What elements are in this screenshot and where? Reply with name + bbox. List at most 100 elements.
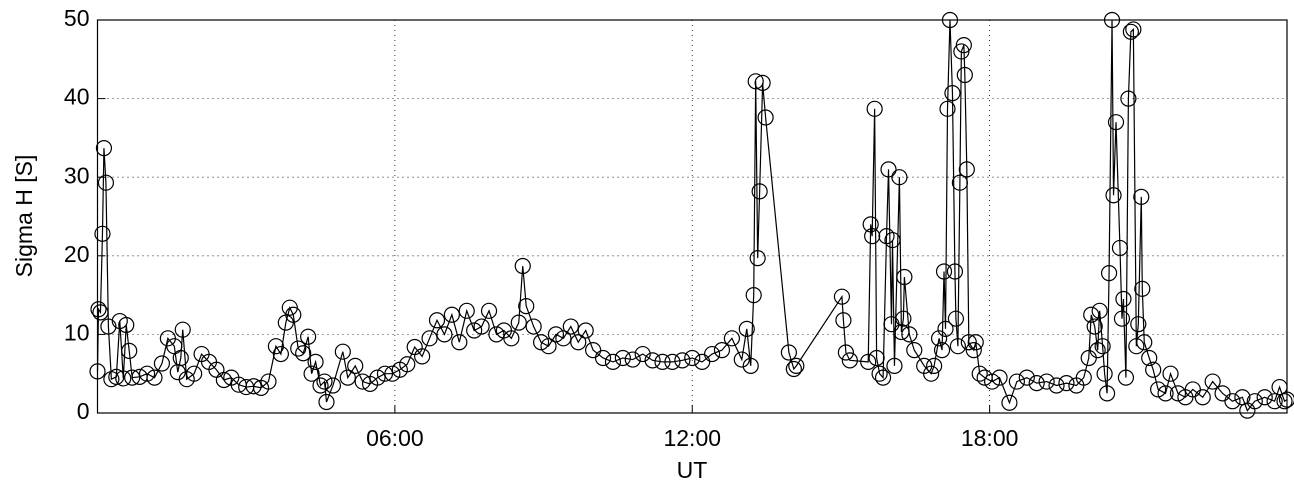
data-point bbox=[1111, 239, 1129, 257]
data-point bbox=[1134, 280, 1151, 297]
data-point bbox=[634, 345, 651, 363]
data-point bbox=[944, 84, 961, 102]
data-point bbox=[354, 373, 371, 390]
data-point bbox=[303, 365, 320, 382]
data-point bbox=[923, 365, 940, 382]
data-point bbox=[97, 174, 115, 191]
data-point bbox=[703, 345, 721, 363]
data-point bbox=[864, 228, 881, 245]
data-point bbox=[1008, 373, 1025, 390]
data-point bbox=[466, 322, 483, 339]
data-point bbox=[971, 365, 988, 382]
data-point bbox=[594, 349, 612, 367]
data-point bbox=[742, 357, 759, 374]
data-point bbox=[1117, 369, 1135, 386]
data-point bbox=[324, 377, 342, 394]
data-point bbox=[547, 326, 565, 343]
data-point bbox=[1103, 11, 1121, 29]
data-point bbox=[949, 338, 967, 355]
data-point bbox=[577, 322, 594, 339]
data-point bbox=[886, 357, 903, 374]
data-point bbox=[1125, 21, 1142, 38]
data-point bbox=[312, 377, 329, 394]
data-point bbox=[1001, 394, 1018, 411]
data-point bbox=[1184, 381, 1201, 398]
data-point bbox=[172, 349, 189, 367]
data-point bbox=[1276, 393, 1293, 410]
y-tick-label: 10 bbox=[64, 319, 90, 345]
data-point bbox=[290, 340, 307, 357]
data-point bbox=[318, 393, 335, 411]
data-point bbox=[874, 369, 892, 386]
data-point bbox=[1136, 334, 1153, 351]
data-point bbox=[532, 334, 550, 351]
data-point bbox=[941, 11, 959, 29]
data-point bbox=[186, 365, 203, 382]
data-point bbox=[1204, 373, 1221, 390]
data-point bbox=[1130, 316, 1147, 333]
data-point bbox=[300, 328, 317, 345]
data-point bbox=[644, 352, 661, 369]
data-point bbox=[1141, 349, 1158, 367]
data-point bbox=[307, 353, 324, 371]
data-point bbox=[1224, 393, 1241, 410]
data-point bbox=[955, 37, 972, 54]
data-point bbox=[604, 353, 622, 371]
y-tick-label: 40 bbox=[64, 84, 90, 110]
data-point bbox=[939, 100, 956, 117]
data-point bbox=[951, 174, 968, 191]
data-point bbox=[339, 369, 356, 386]
data-point bbox=[895, 310, 912, 327]
data-point bbox=[384, 365, 401, 382]
data-point bbox=[1256, 389, 1273, 406]
data-point bbox=[1098, 385, 1116, 402]
data-point bbox=[1162, 365, 1179, 382]
data-point bbox=[947, 310, 965, 327]
data-point bbox=[1115, 290, 1132, 308]
data-point bbox=[1278, 391, 1294, 408]
data-point bbox=[684, 349, 701, 367]
data-point bbox=[1122, 23, 1139, 40]
data-point bbox=[780, 344, 797, 361]
data-point bbox=[747, 73, 764, 90]
data-point bbox=[1038, 373, 1055, 390]
data-point bbox=[1133, 188, 1150, 205]
data-point bbox=[751, 183, 768, 200]
data-point bbox=[937, 320, 954, 337]
data-point bbox=[833, 288, 851, 305]
data-point bbox=[428, 312, 446, 329]
data-point bbox=[570, 334, 587, 351]
data-point bbox=[757, 109, 774, 126]
data-point bbox=[245, 378, 262, 395]
data-point bbox=[1169, 385, 1187, 402]
data-point bbox=[514, 257, 531, 275]
data-point bbox=[723, 330, 741, 347]
data-point bbox=[745, 287, 762, 304]
data-point bbox=[896, 268, 913, 286]
data-line bbox=[96, 19, 1288, 412]
y-axis-label: Sigma H [S] bbox=[11, 155, 37, 278]
data-point bbox=[841, 352, 858, 369]
data-point bbox=[518, 298, 535, 315]
data-point bbox=[174, 321, 191, 338]
data-point bbox=[146, 369, 163, 386]
data-point bbox=[108, 368, 125, 385]
data-point bbox=[674, 352, 691, 369]
data-point bbox=[1048, 377, 1065, 394]
x-axis-label: UT bbox=[677, 457, 708, 483]
data-point bbox=[421, 330, 438, 347]
y-tick-label: 30 bbox=[64, 162, 90, 188]
data-point bbox=[585, 342, 602, 359]
data-point bbox=[458, 302, 475, 319]
data-point bbox=[1018, 369, 1035, 386]
data-point bbox=[871, 365, 888, 382]
data-point bbox=[1083, 306, 1100, 323]
data-point bbox=[965, 342, 982, 359]
y-tick-label: 50 bbox=[64, 5, 90, 31]
data-point bbox=[1058, 375, 1075, 392]
data-point bbox=[562, 318, 579, 335]
data-point bbox=[906, 342, 923, 359]
data-point bbox=[884, 231, 901, 249]
data-point bbox=[334, 343, 351, 360]
data-point bbox=[121, 342, 138, 360]
